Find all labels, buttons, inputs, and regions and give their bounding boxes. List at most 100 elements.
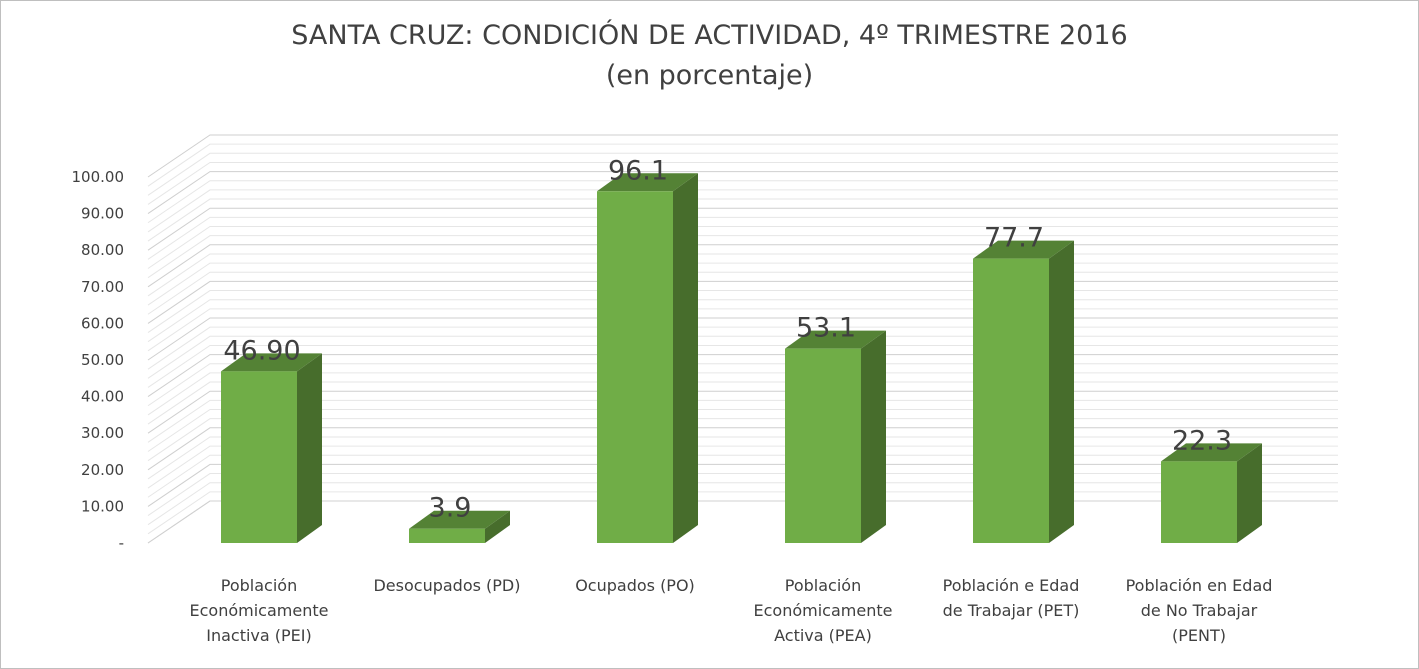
- gridline: [147, 134, 1338, 178]
- bar: [409, 510, 510, 543]
- x-axis-label-line: Ocupados (PO): [575, 576, 695, 595]
- bar-front: [973, 258, 1049, 543]
- gridline: [147, 409, 1338, 452]
- y-tick-label: 30.00: [81, 424, 124, 442]
- gridline: [147, 372, 1338, 416]
- data-label: 77.7: [984, 223, 1044, 254]
- chart-subtitle: (en porcentaje): [605, 60, 814, 91]
- bar-top: [221, 353, 322, 372]
- gridline: [147, 161, 1338, 205]
- x-axis-label-line: Población e Edad: [942, 576, 1080, 595]
- gridline: [147, 235, 1338, 279]
- gridline: [147, 180, 1338, 224]
- y-tick-label: 100.00: [72, 168, 125, 186]
- x-axis-label: Población en Edad de No Trabajar (PENT): [1109, 573, 1289, 648]
- bar-top: [597, 173, 698, 192]
- x-axis-label-line: Económicamente: [189, 601, 329, 620]
- bar-top: [409, 510, 510, 529]
- gridline: [147, 171, 1338, 215]
- gridlines: [147, 134, 1338, 544]
- gridline: [147, 354, 1338, 398]
- gridline: [147, 207, 1338, 251]
- bar: [785, 330, 886, 543]
- gridline: [147, 290, 1338, 333]
- gridline: [147, 280, 1338, 324]
- gridline: [147, 299, 1338, 343]
- x-axis-label-line: Activa (PEA): [774, 626, 872, 645]
- gridline: [147, 344, 1338, 388]
- bars: [221, 173, 1262, 544]
- bar-front: [1161, 461, 1237, 543]
- data-labels: 46.90 3.9 96.1 53.1 77.7 22.3: [223, 155, 1232, 523]
- x-axis-label: Población Económicamente Inactiva (PEI): [169, 573, 349, 648]
- gridline: [147, 491, 1338, 535]
- gridline: [147, 335, 1338, 379]
- x-axis-label-line: Población: [784, 576, 862, 595]
- x-axis-label-line: Económicamente: [753, 601, 893, 620]
- x-axis-label-line: Inactiva (PEI): [206, 626, 312, 645]
- chart-title: SANTA CRUZ: CONDICIÓN DE ACTIVIDAD, 4º T…: [291, 20, 1128, 51]
- x-axis-label-line: (PENT): [1172, 626, 1226, 645]
- gridline: [147, 271, 1338, 315]
- y-tick-label: 90.00: [81, 205, 124, 223]
- x-axis-label: Ocupados (PO): [545, 573, 725, 598]
- data-label: 46.90: [223, 335, 300, 366]
- bar-front: [597, 191, 673, 544]
- data-label: 22.3: [1172, 425, 1232, 456]
- gridline: [147, 308, 1338, 352]
- gridline: [147, 262, 1338, 306]
- x-axis-label: Población Económicamente Activa (PEA): [733, 573, 913, 648]
- bar-front: [409, 528, 485, 543]
- gridline: [147, 189, 1338, 233]
- bar-side: [1237, 443, 1262, 543]
- bar-top: [1161, 443, 1262, 462]
- x-axis-label: Desocupados (PD): [357, 573, 537, 598]
- gridline: [147, 427, 1338, 471]
- y-axis-ticks: - 10.00 20.00 30.00 40.00 50.00 60.00 70.00 80.0…: [72, 168, 125, 552]
- gridline: [147, 436, 1338, 480]
- data-label: 53.1: [796, 313, 856, 344]
- gridline: [147, 244, 1338, 288]
- gridline: [147, 381, 1338, 425]
- gridline: [147, 454, 1338, 498]
- bar: [597, 173, 698, 544]
- gridline: [147, 152, 1338, 196]
- gridline: [147, 500, 1338, 544]
- y-tick-label: 10.00: [81, 497, 124, 515]
- gridline: [147, 253, 1338, 297]
- gridline: [147, 326, 1338, 370]
- bar-top: [973, 240, 1074, 259]
- gridline: [147, 463, 1338, 507]
- bar-side: [861, 330, 886, 543]
- bar-side: [673, 173, 698, 544]
- gridline: [147, 216, 1338, 260]
- y-tick-label: 80.00: [81, 241, 124, 259]
- x-axis-label-line: de Trabajar (PET): [942, 601, 1080, 620]
- bar-front: [785, 348, 861, 543]
- bar: [1161, 443, 1262, 543]
- y-tick-label: 40.00: [81, 388, 124, 406]
- y-tick-label: 50.00: [81, 351, 124, 369]
- x-axis-label: Población e Edad de Trabajar (PET): [921, 573, 1101, 623]
- gridline: [147, 198, 1338, 242]
- floor-edge: [147, 500, 1338, 544]
- x-axis-label-line: Población en Edad: [1125, 576, 1273, 595]
- bar: [973, 240, 1074, 544]
- gridline: [147, 226, 1338, 269]
- bar: [221, 353, 322, 543]
- x-axis-label-line: de No Trabajar: [1140, 601, 1258, 620]
- gridline: [147, 143, 1338, 187]
- x-axis-label-line: Población: [220, 576, 298, 595]
- bar-side: [485, 510, 510, 543]
- y-tick-label: 70.00: [81, 278, 124, 296]
- gridline: [147, 418, 1338, 462]
- gridline: [147, 445, 1338, 489]
- gridline: [147, 317, 1338, 361]
- y-tick-label: 60.00: [81, 314, 124, 332]
- data-label: 3.9: [429, 493, 472, 524]
- gridline: [147, 399, 1338, 443]
- y-tick-label: 20.00: [81, 461, 124, 479]
- bar-top: [785, 330, 886, 349]
